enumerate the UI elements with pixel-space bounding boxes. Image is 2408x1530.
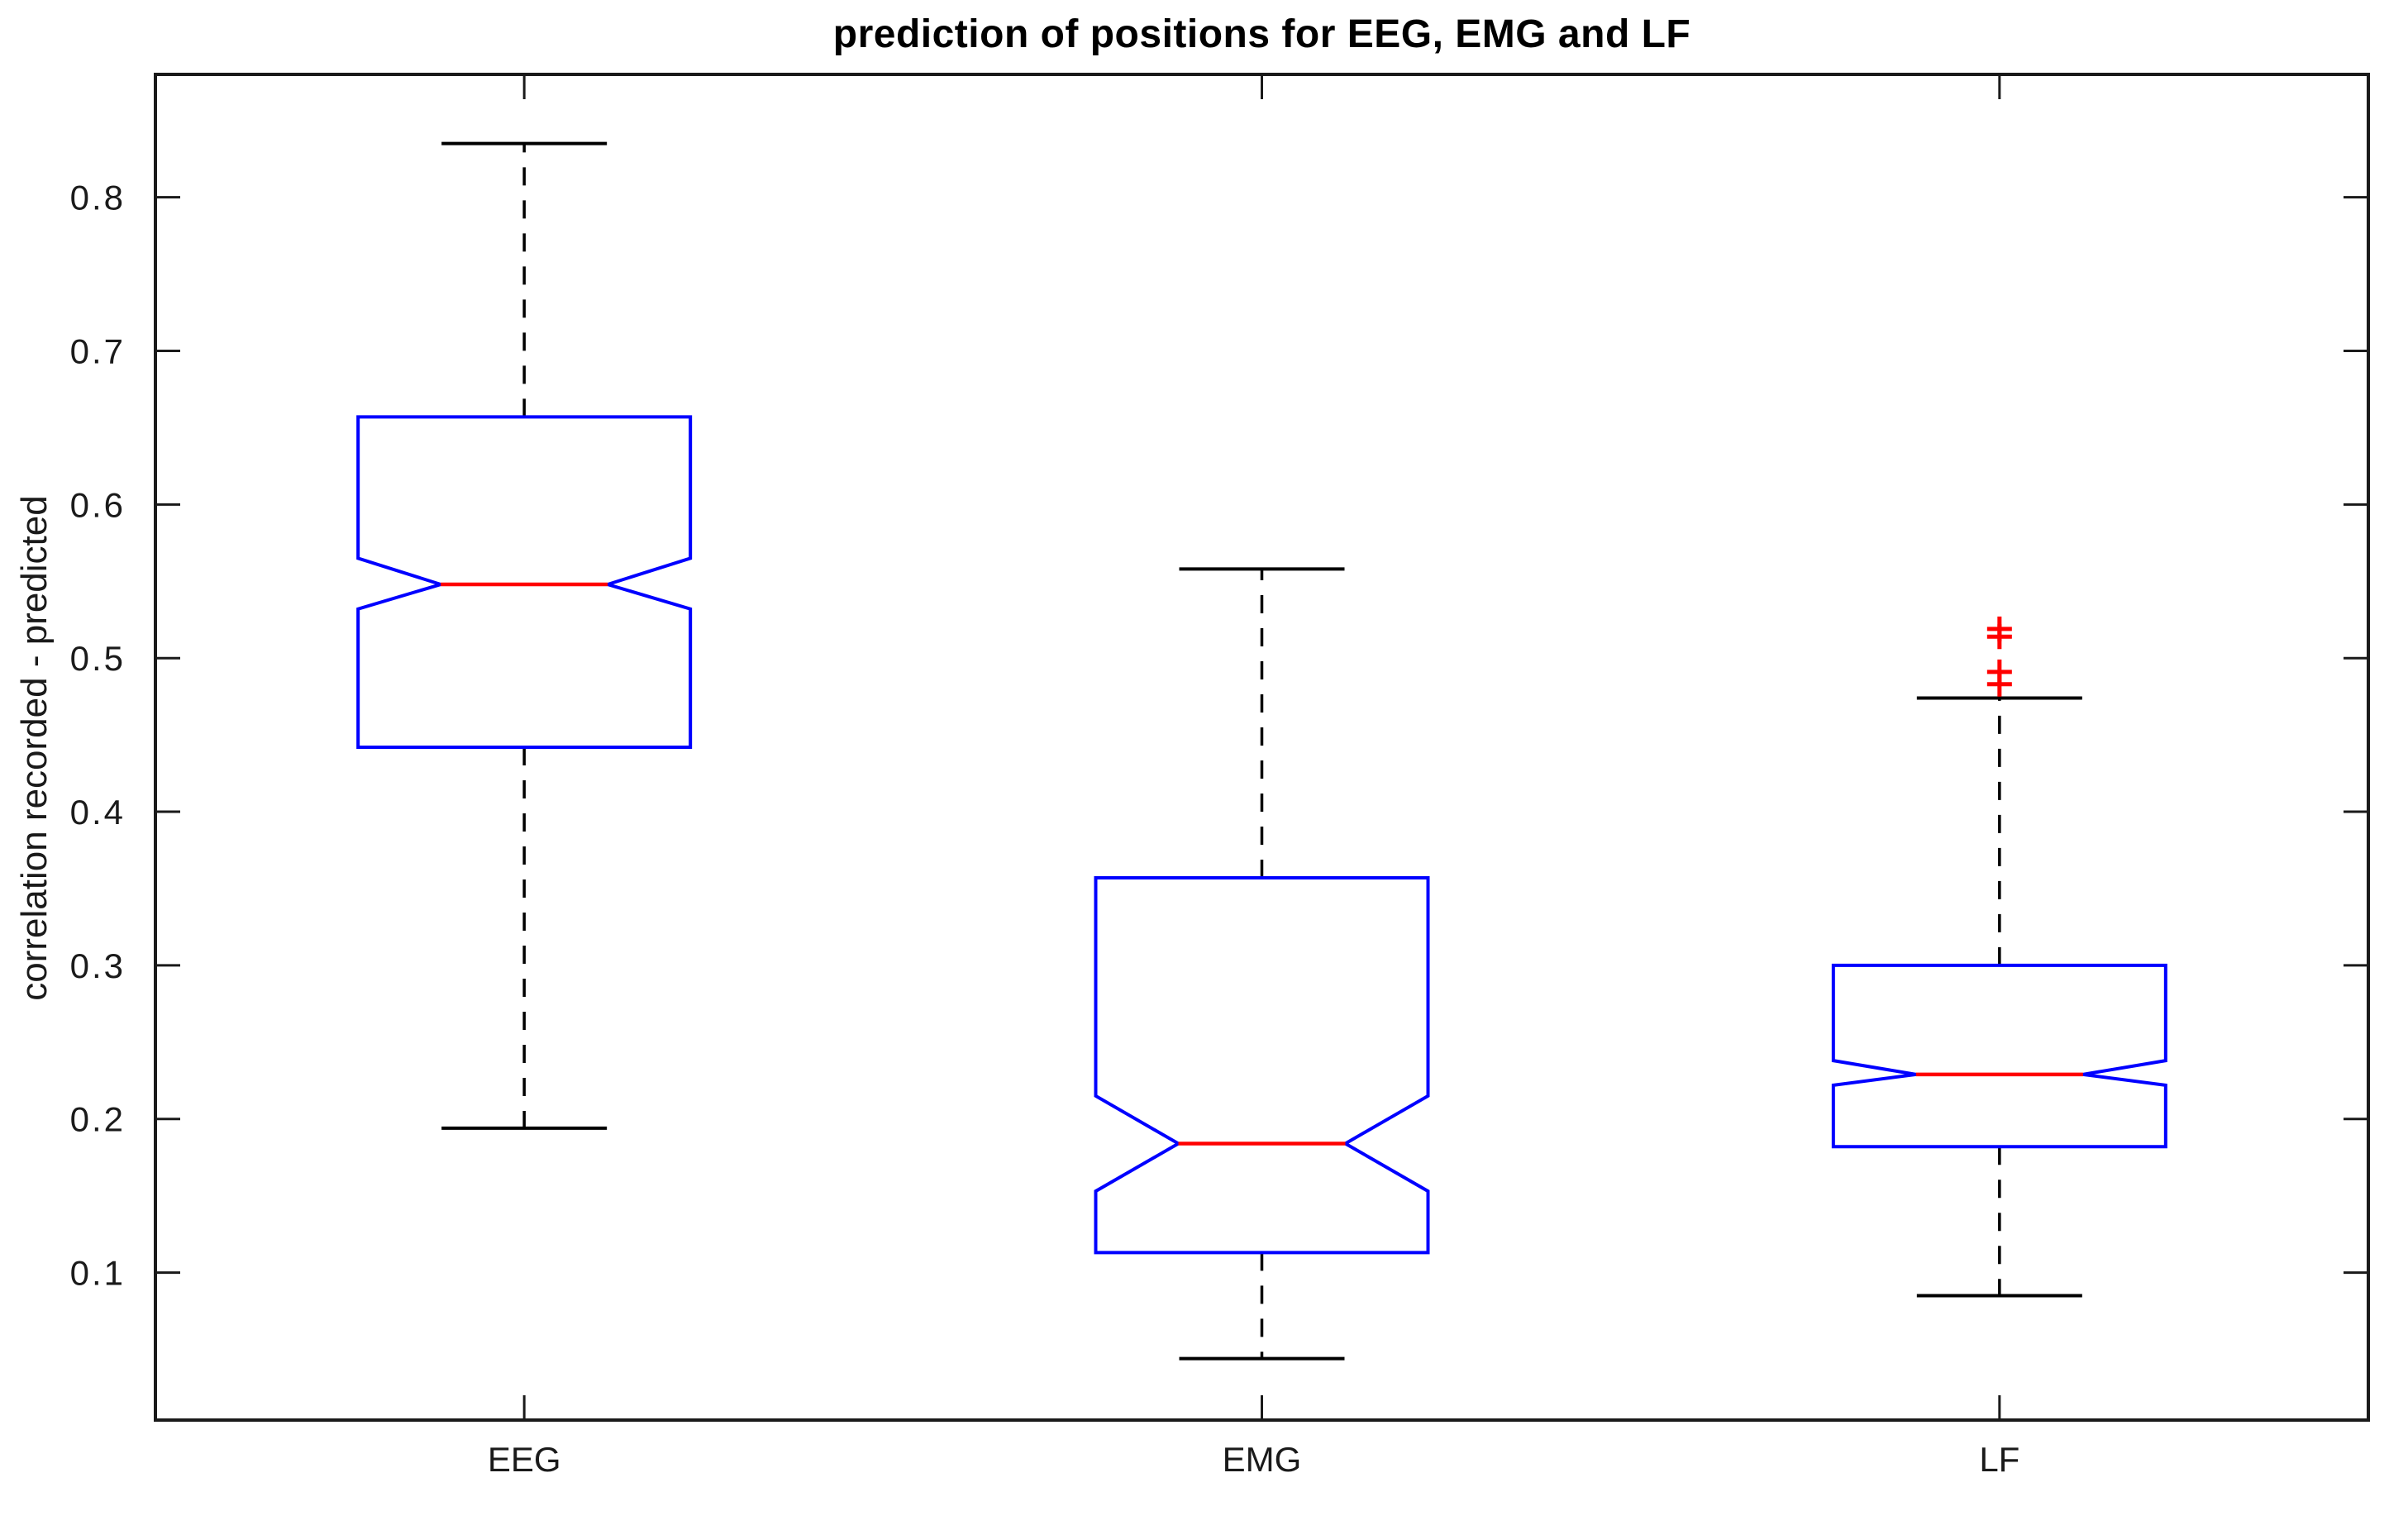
y-tick-label: 0.6 [70,485,126,524]
boxplot-emg [1094,567,1430,1361]
y-tick-label: 0.8 [70,179,126,217]
chart-title: prediction of positions for EEG, EMG and… [832,12,1691,56]
notched-box [1831,963,2167,1149]
y-tick-label: 0.1 [70,1254,126,1293]
notched-box [1094,875,1430,1255]
boxplot-lf [1831,616,2167,1298]
outlier-marker [1986,624,2012,650]
y-tick-label: 0.4 [70,793,126,832]
y-tick-label: 0.2 [70,1100,126,1139]
x-tick-label: EEG [488,1440,561,1479]
y-axis-ticks: 0.1 0.2 0.3 0.4 0.5 0.6 0.7 0.8 [70,179,2368,1293]
x-tick-label: EMG [1223,1440,1302,1479]
y-tick-label: 0.5 [70,639,126,678]
boxplot-eeg [356,141,693,1130]
x-axis-ticks: EEG EMG LF [488,74,2019,1479]
y-tick-label: 0.3 [70,946,126,985]
y-axis-label: correlation recorded - predicted [14,495,55,1001]
notched-box [356,415,693,749]
x-tick-label: LF [1979,1440,2019,1479]
outlier-marker [1986,671,2012,697]
y-tick-label: 0.7 [70,332,126,371]
